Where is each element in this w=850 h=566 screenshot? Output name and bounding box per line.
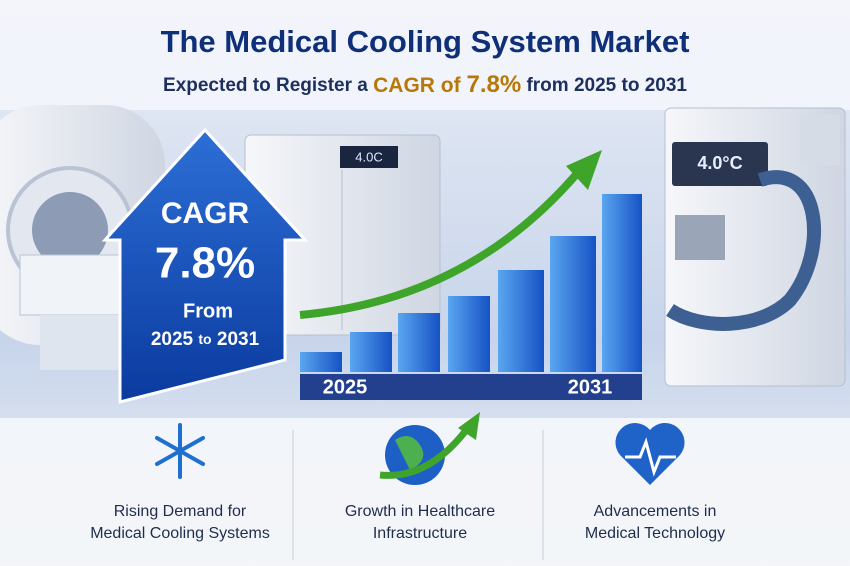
fridge-display: 4.0C (355, 149, 382, 164)
cagr-rate: 7.8% (155, 239, 255, 288)
globe-icon (379, 412, 480, 485)
cooler-display: 4.0°C (697, 153, 742, 173)
chart-end-label: 2031 (568, 376, 613, 398)
chart-start-label: 2025 (323, 376, 368, 398)
cagr-from: From (183, 300, 233, 322)
cagr-end: 2031 (217, 329, 260, 350)
mri-machine (0, 105, 165, 370)
subtitle-part: from 2025 to 2031 (521, 75, 687, 96)
feature-text: Infrastructure (373, 525, 467, 542)
cagr-period: 2025 to 2031 (151, 329, 260, 350)
feature-text: Medical Cooling Systems (90, 525, 270, 542)
title: The Medical Cooling System Market (161, 24, 690, 59)
heart-icon (615, 422, 685, 485)
cagr-start: 2025 (151, 329, 194, 350)
feature-text: Growth in Healthcare (345, 503, 495, 520)
feature-text: Medical Technology (585, 525, 725, 542)
cagr-to: to (198, 331, 211, 347)
feature-text: Advancements in (594, 503, 717, 520)
header-band (0, 0, 850, 110)
subtitle: Expected to Register a CAGR of 7.8% from… (163, 71, 687, 98)
subtitle-part: CAGR of (373, 74, 466, 97)
subtitle-part: 7.8% (466, 71, 521, 98)
cagr-label: CAGR (161, 197, 250, 230)
snowflake-icon (155, 423, 205, 479)
fridge: 4.0C (244, 134, 441, 336)
cagr-arrow (101, 127, 309, 404)
cooling-unit (664, 107, 846, 387)
subtitle-part: Expected to Register a (163, 75, 373, 96)
growth-bars (299, 150, 642, 400)
feature-text: Rising Demand for (114, 503, 247, 520)
